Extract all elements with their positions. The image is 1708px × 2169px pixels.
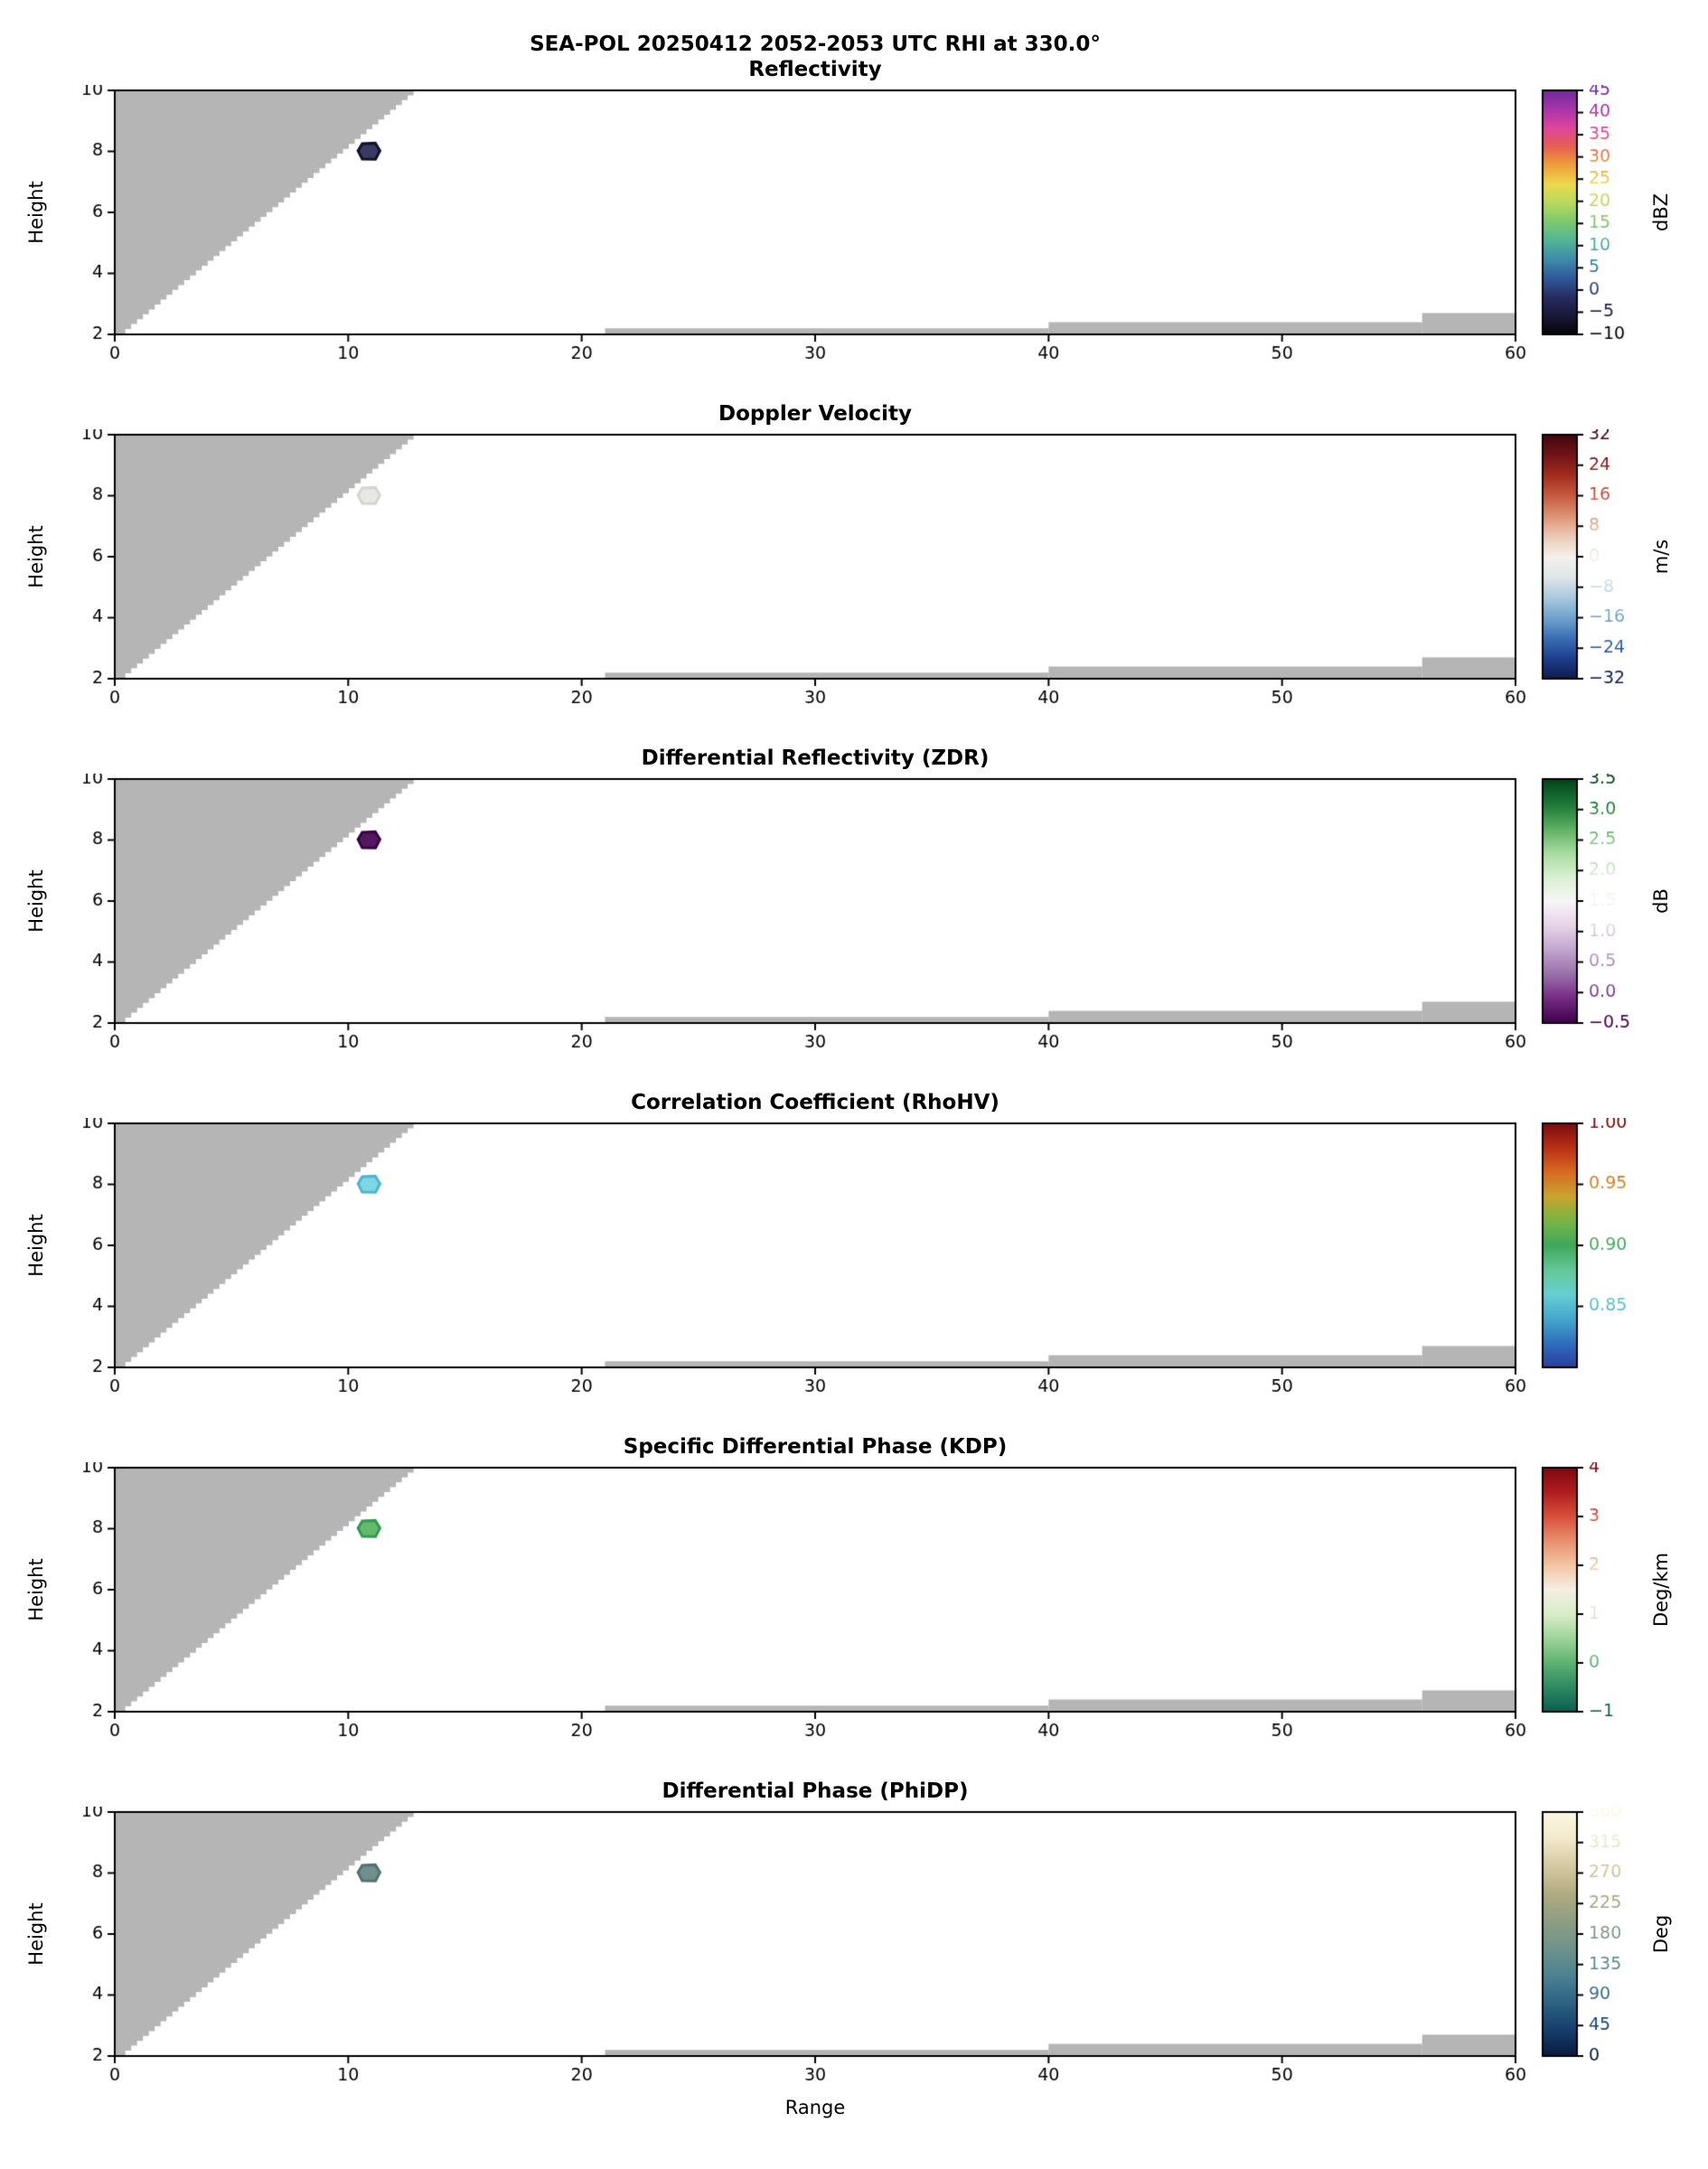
panel-title-reflectivity: Reflectivity [748, 58, 882, 81]
colorbar-unit-label: Deg [1650, 1914, 1672, 1954]
plot-canvas-zdr [0, 774, 1708, 1063]
colorbar-unit-label: dBZ [1650, 192, 1672, 232]
panel-kdp: Specific Differential Phase (KDP) Height… [0, 1404, 1708, 1751]
panel-title-zdr: Differential Reflectivity (ZDR) [641, 746, 990, 770]
colorbar-unit-label: dB [1650, 888, 1672, 914]
colorbar-unit-label: m/s [1650, 539, 1672, 575]
plot-canvas-doppler-velocity [0, 429, 1708, 718]
panel-title-doppler-velocity: Doppler Velocity [718, 402, 912, 426]
panel-zdr: Differential Reflectivity (ZDR) Height d… [0, 716, 1708, 1063]
panel-title-rhohv: Correlation Coefficient (RhoHV) [631, 1091, 999, 1114]
panel-phidp: Differential Phase (PhiDP) Height Deg [0, 1749, 1708, 2096]
panel-doppler-velocity: Doppler Velocity Height m/s [0, 371, 1708, 718]
panel-title-kdp: Specific Differential Phase (KDP) [623, 1435, 1008, 1459]
panel-reflectivity: Reflectivity Height dBZ [0, 27, 1708, 374]
colorbar-unit-label: Deg/km [1650, 1552, 1672, 1628]
panel-rhohv: Correlation Coefficient (RhoHV) Height [0, 1060, 1708, 1407]
plot-canvas-reflectivity [0, 85, 1708, 374]
figure-title: SEA-POL 20250412 2052-2053 UTC RHI at 33… [530, 33, 1101, 56]
panel-title-phidp: Differential Phase (PhiDP) [662, 1779, 969, 1803]
x-axis-label: Range [784, 2097, 846, 2118]
plot-canvas-rhohv [0, 1118, 1708, 1407]
plot-canvas-kdp [0, 1462, 1708, 1751]
plot-canvas-phidp [0, 1807, 1708, 2096]
